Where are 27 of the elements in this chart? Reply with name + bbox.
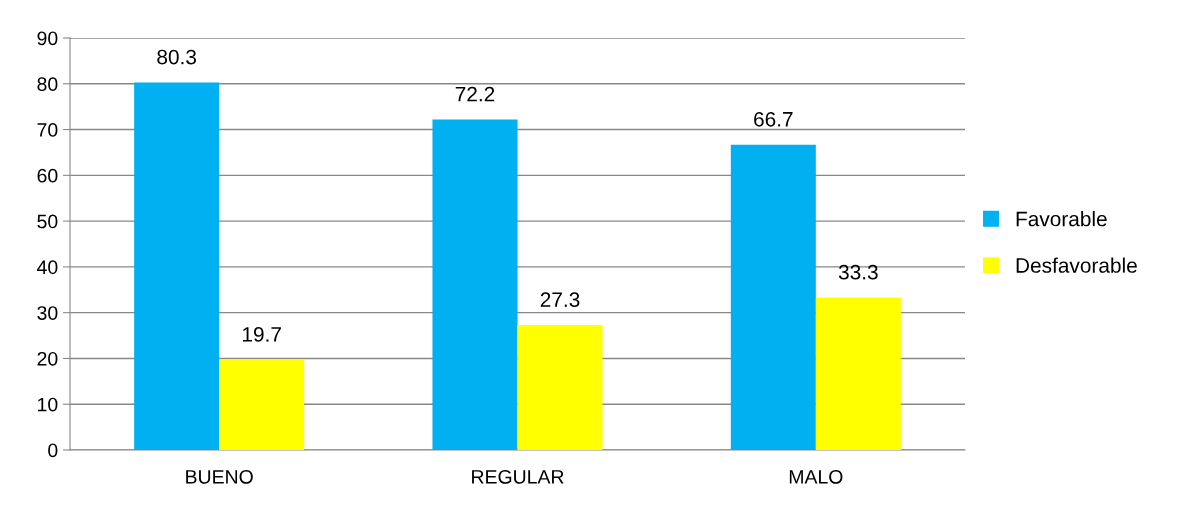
bar bbox=[517, 325, 603, 450]
y-tick-label: 0 bbox=[48, 443, 58, 458]
data-label: 27.3 bbox=[540, 292, 580, 308]
data-label: 80.3 bbox=[157, 49, 197, 65]
x-tick-label: MALO bbox=[789, 469, 843, 484]
y-tick-label: 70 bbox=[37, 123, 58, 137]
y-tick-label: 90 bbox=[37, 31, 58, 46]
bar bbox=[134, 82, 220, 450]
data-label: 33.3 bbox=[838, 264, 878, 280]
bar bbox=[219, 359, 305, 450]
y-tick-label: 10 bbox=[38, 397, 58, 412]
y-tick-label: 30 bbox=[37, 306, 58, 320]
x-tick-label: REGULAR bbox=[472, 469, 564, 484]
x-tick-label: BUENO bbox=[186, 469, 253, 484]
bar bbox=[730, 144, 816, 450]
y-tick-label: 80 bbox=[37, 77, 58, 92]
legend-label: Desfavorable bbox=[1016, 257, 1137, 273]
y-tick-label: 20 bbox=[37, 351, 58, 366]
y-tick-label: 60 bbox=[37, 168, 58, 183]
bar bbox=[815, 297, 901, 450]
bar bbox=[432, 119, 518, 450]
legend-label: Favorable bbox=[1016, 211, 1107, 227]
y-tick-label: 40 bbox=[37, 260, 58, 275]
y-tick-label: 50 bbox=[37, 214, 58, 229]
data-label: 72.2 bbox=[455, 86, 495, 102]
data-label: 66.7 bbox=[754, 111, 793, 127]
data-label: 19.7 bbox=[243, 327, 281, 342]
